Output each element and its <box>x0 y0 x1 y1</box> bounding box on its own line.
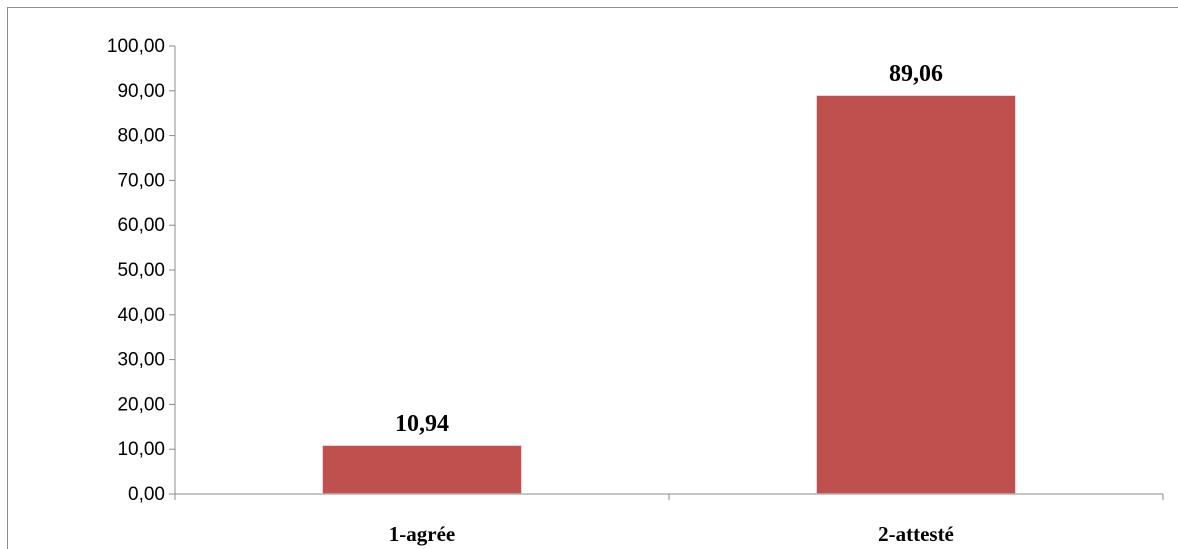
y-tick-label: 90,00 <box>117 81 165 102</box>
y-tick-label: 20,00 <box>117 394 165 415</box>
y-tick-label: 0,00 <box>128 484 165 505</box>
chart-frame <box>7 7 1178 549</box>
axes <box>169 46 1164 500</box>
y-tick-label: 30,00 <box>117 350 165 371</box>
y-tick-label: 100,00 <box>107 36 165 57</box>
y-tick-label: 40,00 <box>117 305 165 326</box>
y-tick-label: 10,00 <box>117 439 165 460</box>
y-axis-ticks: 0,00 10,00 20,00 30,00 40,00 50,00 60,00 70,00 8… <box>107 36 175 505</box>
y-tick-label: 80,00 <box>117 126 165 147</box>
y-tick-label: 50,00 <box>117 260 165 281</box>
data-labels: 10,94 89,06 <box>395 61 943 437</box>
x-category-label: 2-attesté <box>878 522 954 546</box>
data-label: 10,94 <box>395 411 449 437</box>
data-label: 89,06 <box>889 61 943 87</box>
y-tick-label: 60,00 <box>117 215 165 236</box>
bars <box>321 94 1017 495</box>
x-category-label: 1-agrée <box>389 522 455 546</box>
bar-1-agrée <box>321 444 523 495</box>
bar-2-attesté <box>815 94 1017 495</box>
y-tick-label: 70,00 <box>117 170 165 191</box>
x-axis-labels: 1-agrée 2-attesté <box>389 522 954 546</box>
